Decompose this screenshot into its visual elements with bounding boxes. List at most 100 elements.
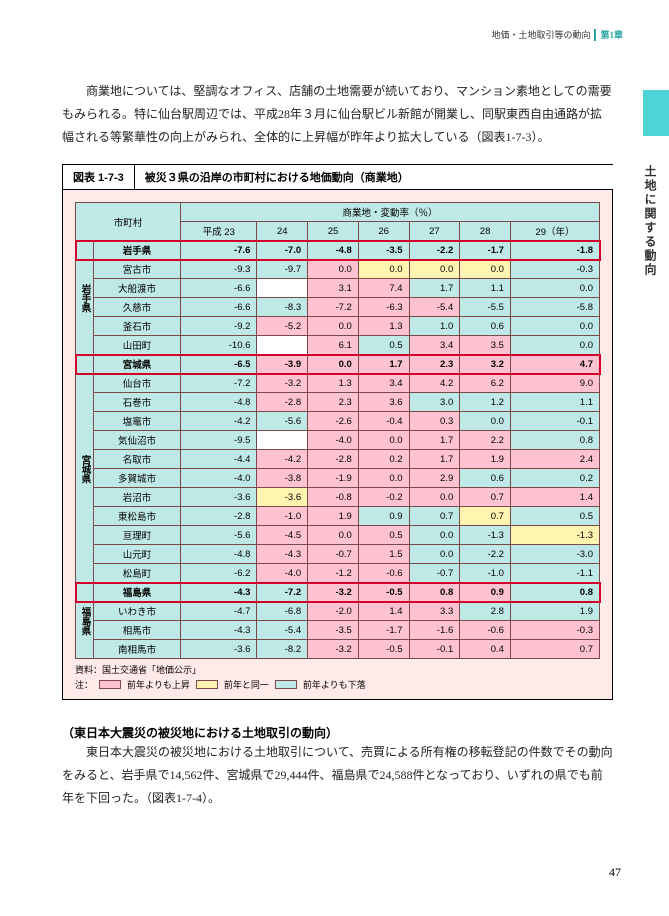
data-cell: 1.9 (510, 602, 599, 621)
data-cell: 0.8 (409, 583, 460, 602)
data-cell: 0.2 (510, 469, 599, 488)
data-cell: 0.0 (510, 279, 599, 298)
data-cell: 3.1 (308, 279, 359, 298)
data-cell: -3.0 (510, 545, 599, 564)
data-cell: 3.2 (460, 355, 511, 374)
data-cell: -3.8 (257, 469, 308, 488)
data-cell: -2.2 (460, 545, 511, 564)
data-cell: -3.5 (358, 241, 409, 260)
pref-summary-row: 宮城県宮城県-6.5-3.90.01.72.33.24.7 (76, 355, 600, 374)
data-cell: 0.5 (358, 526, 409, 545)
table-row: 久慈市-6.6-8.3-7.2-6.3-5.4-5.5-5.8 (76, 298, 600, 317)
data-cell: 2.3 (308, 393, 359, 412)
data-cell: -3.2 (308, 640, 359, 659)
city-cell: 松島町 (94, 564, 181, 583)
data-cell: -1.8 (510, 241, 599, 260)
data-cell: -1.3 (510, 526, 599, 545)
data-cell: -1.3 (460, 526, 511, 545)
data-cell: 6.2 (460, 374, 511, 393)
header-breadcrumb: 地価・土地取引等の動向 (491, 28, 590, 41)
table-row: 山田町-10.66.10.53.43.50.0 (76, 336, 600, 355)
data-cell: 0.7 (510, 640, 599, 659)
data-cell: -2.8 (181, 507, 257, 526)
data-cell: 2.3 (409, 355, 460, 374)
data-cell: 1.1 (510, 393, 599, 412)
legend-down-text: 前年よりも下落 (303, 678, 366, 691)
data-cell: -2.8 (308, 450, 359, 469)
data-cell: 2.9 (409, 469, 460, 488)
data-cell: -6.2 (181, 564, 257, 583)
data-cell: -5.2 (257, 317, 308, 336)
legend-same-text: 前年と同一 (224, 678, 269, 691)
data-cell: 1.0 (409, 317, 460, 336)
data-cell: -3.2 (257, 374, 308, 393)
data-cell: -9.2 (181, 317, 257, 336)
col-header-year: 24 (257, 222, 308, 241)
data-cell: 0.3 (409, 412, 460, 431)
city-cell: 石巻市 (94, 393, 181, 412)
col-header-year: 25 (308, 222, 359, 241)
section-2-heading: （東日本大震災の被災地における土地取引の動向） (62, 724, 613, 741)
data-cell: 7.4 (358, 279, 409, 298)
data-cell: -0.7 (409, 564, 460, 583)
data-cell: -1.0 (460, 564, 511, 583)
paragraph-1: 商業地については、堅調なオフィス、店舗の土地需要が続いており、マンション素地とし… (62, 80, 613, 148)
table-row: 大船渡市-6.63.17.41.71.10.0 (76, 279, 600, 298)
data-cell: 1.7 (358, 355, 409, 374)
city-cell: 多賀城市 (94, 469, 181, 488)
figure-title: 被災３県の沿岸の市町村における地価動向（商業地） (135, 165, 613, 189)
table-row: 亘理町-5.6-4.50.00.50.0-1.3-1.3 (76, 526, 600, 545)
data-cell: -0.1 (409, 640, 460, 659)
data-cell: 1.7 (409, 431, 460, 450)
data-cell: -5.4 (409, 298, 460, 317)
table-row: 南相馬市-3.6-8.2-3.2-0.5-0.10.40.7 (76, 640, 600, 659)
data-cell: 0.6 (460, 317, 511, 336)
data-cell: 0.0 (409, 526, 460, 545)
table-source: 資料：国土交通省「地価公示」 (75, 663, 600, 676)
data-cell: 6.1 (308, 336, 359, 355)
city-cell: 東松島市 (94, 507, 181, 526)
data-cell: -3.6 (257, 488, 308, 507)
data-cell: 0.2 (358, 450, 409, 469)
data-cell: -4.2 (257, 450, 308, 469)
table-row: いわき市-4.7-6.8-2.01.43.32.81.9 (76, 602, 600, 621)
data-cell: -4.3 (181, 621, 257, 640)
table-row: 相馬市-4.3-5.4-3.5-1.7-1.6-0.6-0.3 (76, 621, 600, 640)
data-cell: 0.0 (409, 260, 460, 279)
data-cell: -9.3 (181, 260, 257, 279)
data-cell: -0.8 (308, 488, 359, 507)
data-cell: 0.0 (358, 469, 409, 488)
data-cell: -4.3 (181, 583, 257, 602)
table-row: 山元町-4.8-4.3-0.71.50.0-2.2-3.0 (76, 545, 600, 564)
data-cell: 3.5 (460, 336, 511, 355)
data-cell: -5.5 (460, 298, 511, 317)
data-cell: -2.6 (308, 412, 359, 431)
table-legend: 注： 前年よりも上昇 前年と同一 前年よりも下落 (75, 678, 600, 691)
data-cell: -7.2 (257, 583, 308, 602)
data-cell: -1.6 (409, 621, 460, 640)
legend-label: 注： (75, 678, 93, 691)
city-cell: 岩沼市 (94, 488, 181, 507)
data-cell: 0.8 (510, 583, 599, 602)
data-cell: -4.0 (257, 564, 308, 583)
data-cell: 0.0 (409, 545, 460, 564)
pref-label: 岩手県 (76, 241, 94, 355)
city-cell: 名取市 (94, 450, 181, 469)
data-cell: -4.5 (257, 526, 308, 545)
table-row: 多賀城市-4.0-3.8-1.90.02.90.60.2 (76, 469, 600, 488)
data-cell: -0.3 (510, 621, 599, 640)
pref-summary-row: 福島県福島県-4.3-7.2-3.2-0.50.80.90.8 (76, 583, 600, 602)
paragraph-2: 東日本大震災の被災地における土地取引について、売買による所有権の移転登記の件数で… (62, 741, 613, 809)
city-cell: いわき市 (94, 602, 181, 621)
city-cell: 気仙沼市 (94, 431, 181, 450)
data-cell: 0.5 (510, 507, 599, 526)
data-cell: -5.4 (257, 621, 308, 640)
data-cell: -6.6 (181, 279, 257, 298)
city-cell: 山田町 (94, 336, 181, 355)
data-cell: -8.3 (257, 298, 308, 317)
data-cell: 0.0 (409, 488, 460, 507)
data-cell: 2.4 (510, 450, 599, 469)
header-chapter: 第1章 (600, 28, 623, 41)
data-cell: -1.7 (460, 241, 511, 260)
table-row: 仙台市-7.2-3.21.33.44.26.29.0 (76, 374, 600, 393)
